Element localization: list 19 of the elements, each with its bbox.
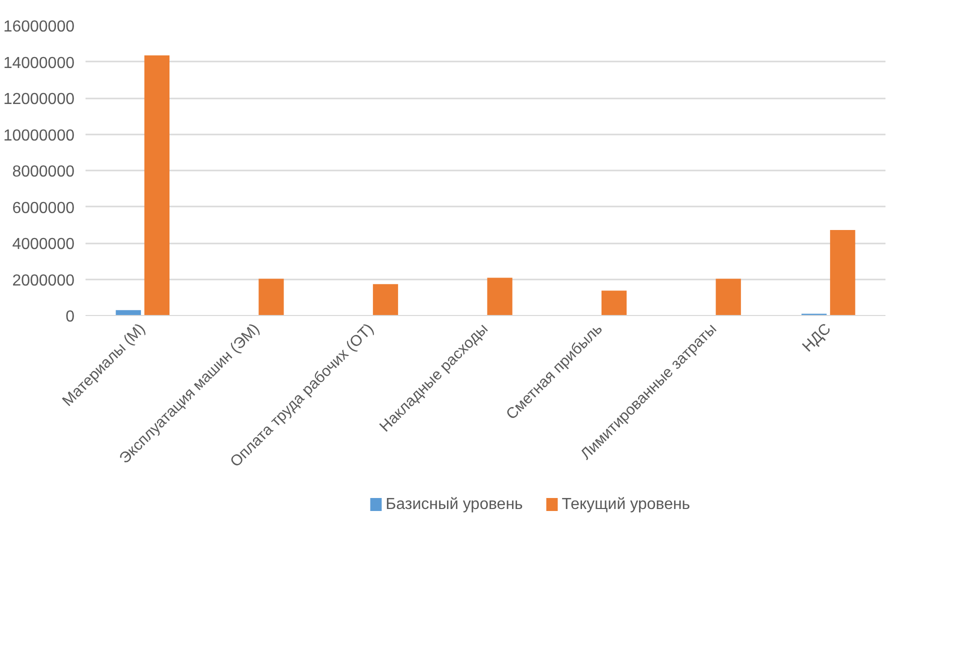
y-tick-label: 6000000 [12, 200, 75, 217]
y-tick-label: 12000000 [3, 91, 75, 108]
bar [716, 278, 741, 316]
bar [258, 278, 284, 316]
y-tick-label: 14000000 [3, 54, 75, 72]
bar [602, 290, 627, 316]
y-tick-label: 8000000 [12, 164, 75, 180]
legend-label: Текущий уровень [562, 496, 690, 513]
y-tick-label: 2000000 [12, 272, 75, 290]
bar [372, 284, 398, 316]
bar [830, 230, 856, 316]
legend-label: Базисный уровень [386, 496, 523, 513]
bar [144, 55, 170, 316]
y-tick-label: 16000000 [3, 18, 75, 36]
y-tick-label: 4000000 [12, 236, 75, 253]
bar [487, 278, 512, 316]
y-tick-label: 10000000 [3, 127, 75, 144]
y-tick-label: 0 [66, 308, 75, 326]
bar [116, 310, 141, 316]
